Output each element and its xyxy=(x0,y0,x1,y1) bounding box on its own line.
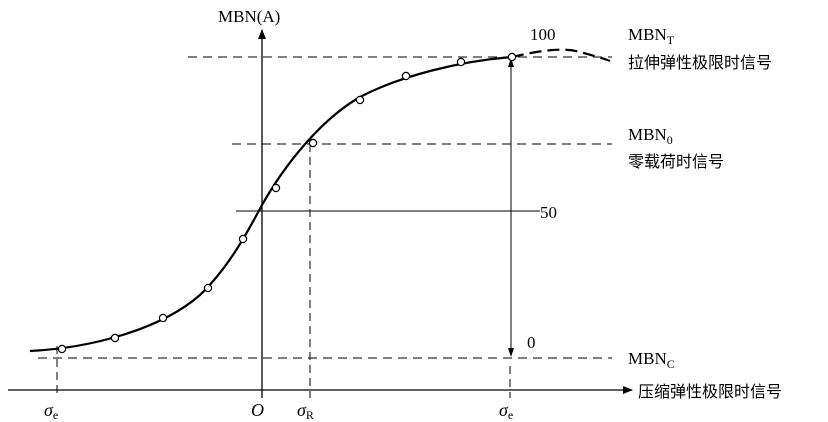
sigma-e-left-label: σe xyxy=(44,400,58,422)
mbn-curve-dashed-extension xyxy=(511,48,611,63)
zero-load-desc: 零载荷时信号 xyxy=(628,152,724,171)
mbn-t-label: MBNT xyxy=(628,25,675,47)
sigma-e-right-label: σe xyxy=(499,400,513,422)
data-point xyxy=(308,138,318,148)
scale-arrow-head-top xyxy=(508,58,514,67)
mbn-c-label: MBNC xyxy=(628,349,675,371)
scale-100-label: 100 xyxy=(530,25,556,44)
data-point xyxy=(401,71,411,81)
scale-arrow-head-bottom xyxy=(508,348,514,357)
data-point xyxy=(507,52,517,62)
x-axis-label: 压缩弹性极限时信号 xyxy=(638,382,782,401)
data-point xyxy=(203,283,213,293)
data-point xyxy=(238,234,248,244)
y-axis-label: MBN(A) xyxy=(218,7,280,26)
mbn-curve xyxy=(29,55,513,353)
data-point xyxy=(158,313,168,323)
origin-label: O xyxy=(251,400,264,420)
sigma-r-label: σR xyxy=(297,400,314,422)
tension-desc: 拉伸弹性极限时信号 xyxy=(628,53,772,72)
data-point xyxy=(355,95,365,105)
data-point xyxy=(110,333,120,343)
mbn-0-label: MBN0 xyxy=(628,125,673,147)
scale-50-label: 50 xyxy=(540,203,557,222)
data-point xyxy=(57,344,67,354)
data-point xyxy=(456,57,466,67)
data-point xyxy=(271,183,281,193)
scale-0-label: 0 xyxy=(527,333,536,352)
